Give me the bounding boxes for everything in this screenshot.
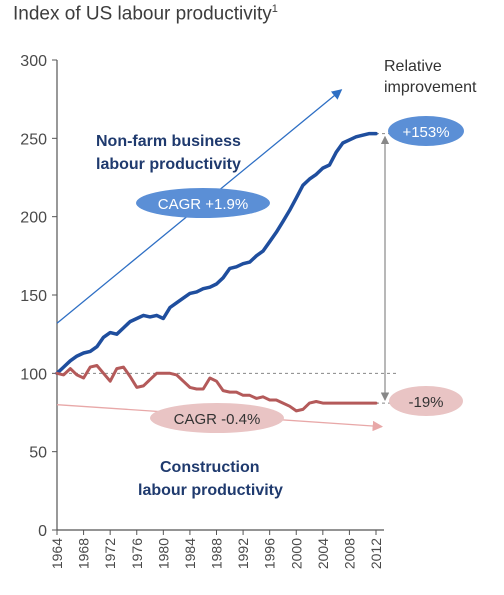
nonfarm-label-line1: Non-farm business xyxy=(96,133,241,150)
x-tick-label: 2012 xyxy=(368,538,384,569)
y-tick-label: 200 xyxy=(20,210,47,227)
construction-series-line xyxy=(55,364,378,413)
x-tick-label: 1996 xyxy=(262,538,278,569)
y-tick-label: 300 xyxy=(20,53,47,70)
y-tick-label: 100 xyxy=(20,366,47,383)
x-tick-label: 1992 xyxy=(235,538,251,569)
title-footnote: 1 xyxy=(271,3,278,15)
x-tick-label: 2000 xyxy=(288,538,304,569)
x-tick-label: 1984 xyxy=(182,538,198,569)
construction-label-line1: Construction xyxy=(160,459,260,476)
x-tick-label: 1972 xyxy=(102,538,118,569)
x-tick-label: 2004 xyxy=(315,538,331,569)
relative-label-line1: Relative xyxy=(384,58,442,75)
chart-title: Index of US labour productivity1 xyxy=(13,3,278,25)
y-tick-label: 0 xyxy=(38,523,47,540)
y-tick-label: 250 xyxy=(20,131,47,148)
x-tick-label: 2008 xyxy=(341,538,357,569)
y-tick-label: 150 xyxy=(20,288,47,305)
nonfarm-change-text: +153% xyxy=(402,124,449,141)
nonfarm-series-line xyxy=(55,131,378,376)
construction-change-text: -19% xyxy=(408,394,443,411)
x-tick-label: 1964 xyxy=(49,538,65,569)
x-tick-label: 1976 xyxy=(129,538,145,569)
x-tick-label: 1968 xyxy=(76,538,92,569)
nonfarm-change-pill xyxy=(388,116,464,146)
nonfarm-cagr-text: CAGR +1.9% xyxy=(158,196,248,213)
construction-change-pill xyxy=(389,386,463,416)
nonfarm-label-line2: labour productivity xyxy=(96,156,241,173)
construction-label-line2: labour productivity xyxy=(138,482,283,499)
construction-cagr-text: CAGR -0.4% xyxy=(174,411,261,428)
nonfarm-cagr-pill xyxy=(136,188,270,218)
y-tick-label: 50 xyxy=(29,445,47,462)
chart-title-text: Index of US labour productivity xyxy=(13,3,272,25)
x-tick-label: 1988 xyxy=(209,538,225,569)
construction-cagr-pill xyxy=(150,403,284,433)
relative-label-line2: improvement xyxy=(384,79,477,96)
x-tick-label: 1980 xyxy=(155,538,171,569)
